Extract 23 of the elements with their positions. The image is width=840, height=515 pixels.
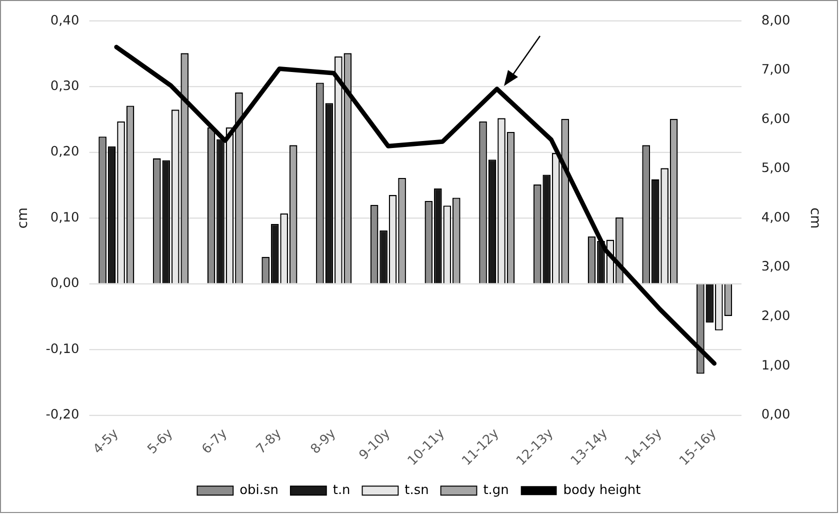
y2-tick-label: 7,00 [761,62,790,78]
y-tick-label: 0,00 [50,276,80,292]
y-tick-label: 0,40 [50,13,80,28]
y-tick-label: 0,20 [50,144,80,160]
legend-label: t.gn [483,482,509,498]
y-tick-label: 0,30 [50,79,80,94]
legend-label: body height [563,482,641,498]
y-tick-label: 0,10 [50,210,80,226]
y-axis-title: cm [14,207,31,229]
y2-axis-title: cm [807,207,824,229]
y2-tick-label: 0,00 [761,408,790,423]
y2-tick-label: 1,00 [761,358,790,374]
y2-tick-label: 6,00 [761,112,790,127]
y-tick-label: -0,10 [46,342,80,357]
legend-label: t.sn [404,482,429,498]
y2-tick-label: 3,00 [761,260,790,275]
y2-tick-label: 8,00 [761,13,790,28]
y-tick-label: -0,20 [46,408,80,423]
y2-tick-label: 4,00 [761,210,790,226]
y2-tick-label: 2,00 [761,309,790,324]
legend-label: obi.sn [240,482,278,498]
legend-label: t.n [332,482,350,498]
y2-tick-label: 5,00 [761,161,790,176]
